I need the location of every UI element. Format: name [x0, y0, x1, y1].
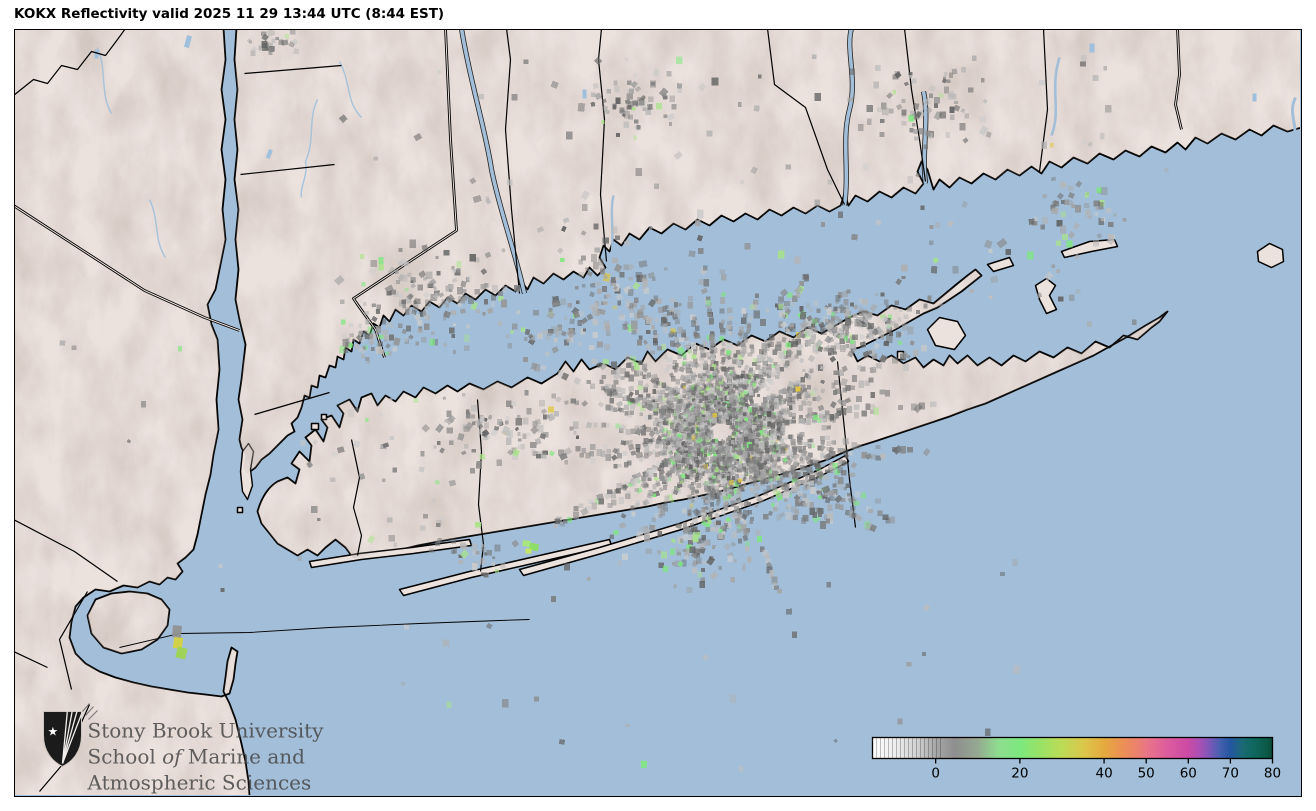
colorbar-tick-label: 50	[1138, 766, 1155, 782]
logo-line-3: Atmospheric Sciences	[87, 771, 312, 795]
stony-brook-logo: ★ Stony Brook University School of Marin…	[43, 703, 325, 795]
logo-shield-icon	[43, 711, 82, 768]
logo-line-2: School of Marine and	[88, 745, 306, 769]
colorbar: 0 20 40 50 60 70 80	[871, 736, 1281, 782]
page-title: KOKX Reflectivity valid 2025 11 29 13:44…	[14, 6, 445, 22]
radar-map: 0 20 40 50 60 70 80	[15, 30, 1300, 795]
state-lines	[15, 30, 1183, 358]
colorbar-tick-label: 70	[1222, 766, 1239, 782]
colorbar-gradient-bar	[871, 736, 1274, 760]
colorbar-tick-label: 40	[1095, 766, 1112, 782]
colorbar-ticks	[935, 758, 1274, 764]
colorbar-bin-stripes	[876, 738, 941, 758]
colorbar-tick-label: 0	[931, 766, 940, 782]
map-frame: 0 20 40 50 60 70 80	[14, 29, 1302, 797]
logo-rays-outer-icon	[82, 703, 98, 720]
colorbar-tick-label: 80	[1264, 766, 1281, 782]
lakes	[94, 35, 1257, 159]
colorbar-tick-labels: 0 20 40 50 60 70 80	[931, 766, 1281, 782]
shelter-island	[926, 316, 967, 351]
logo-line-1: Stony Brook University	[88, 719, 325, 743]
colorbar-tick-label: 20	[1011, 766, 1028, 782]
county-lines	[15, 30, 1049, 792]
colorbar-tick-label: 60	[1180, 766, 1197, 782]
block-island	[1256, 242, 1285, 269]
logo-star-icon: ★	[48, 725, 59, 739]
plum-island	[986, 256, 1015, 273]
radar-speckles	[59, 30, 1169, 772]
fishers-island	[1060, 238, 1119, 259]
radar-anomalies	[172, 386, 801, 660]
logo-rays-icon	[61, 711, 82, 764]
